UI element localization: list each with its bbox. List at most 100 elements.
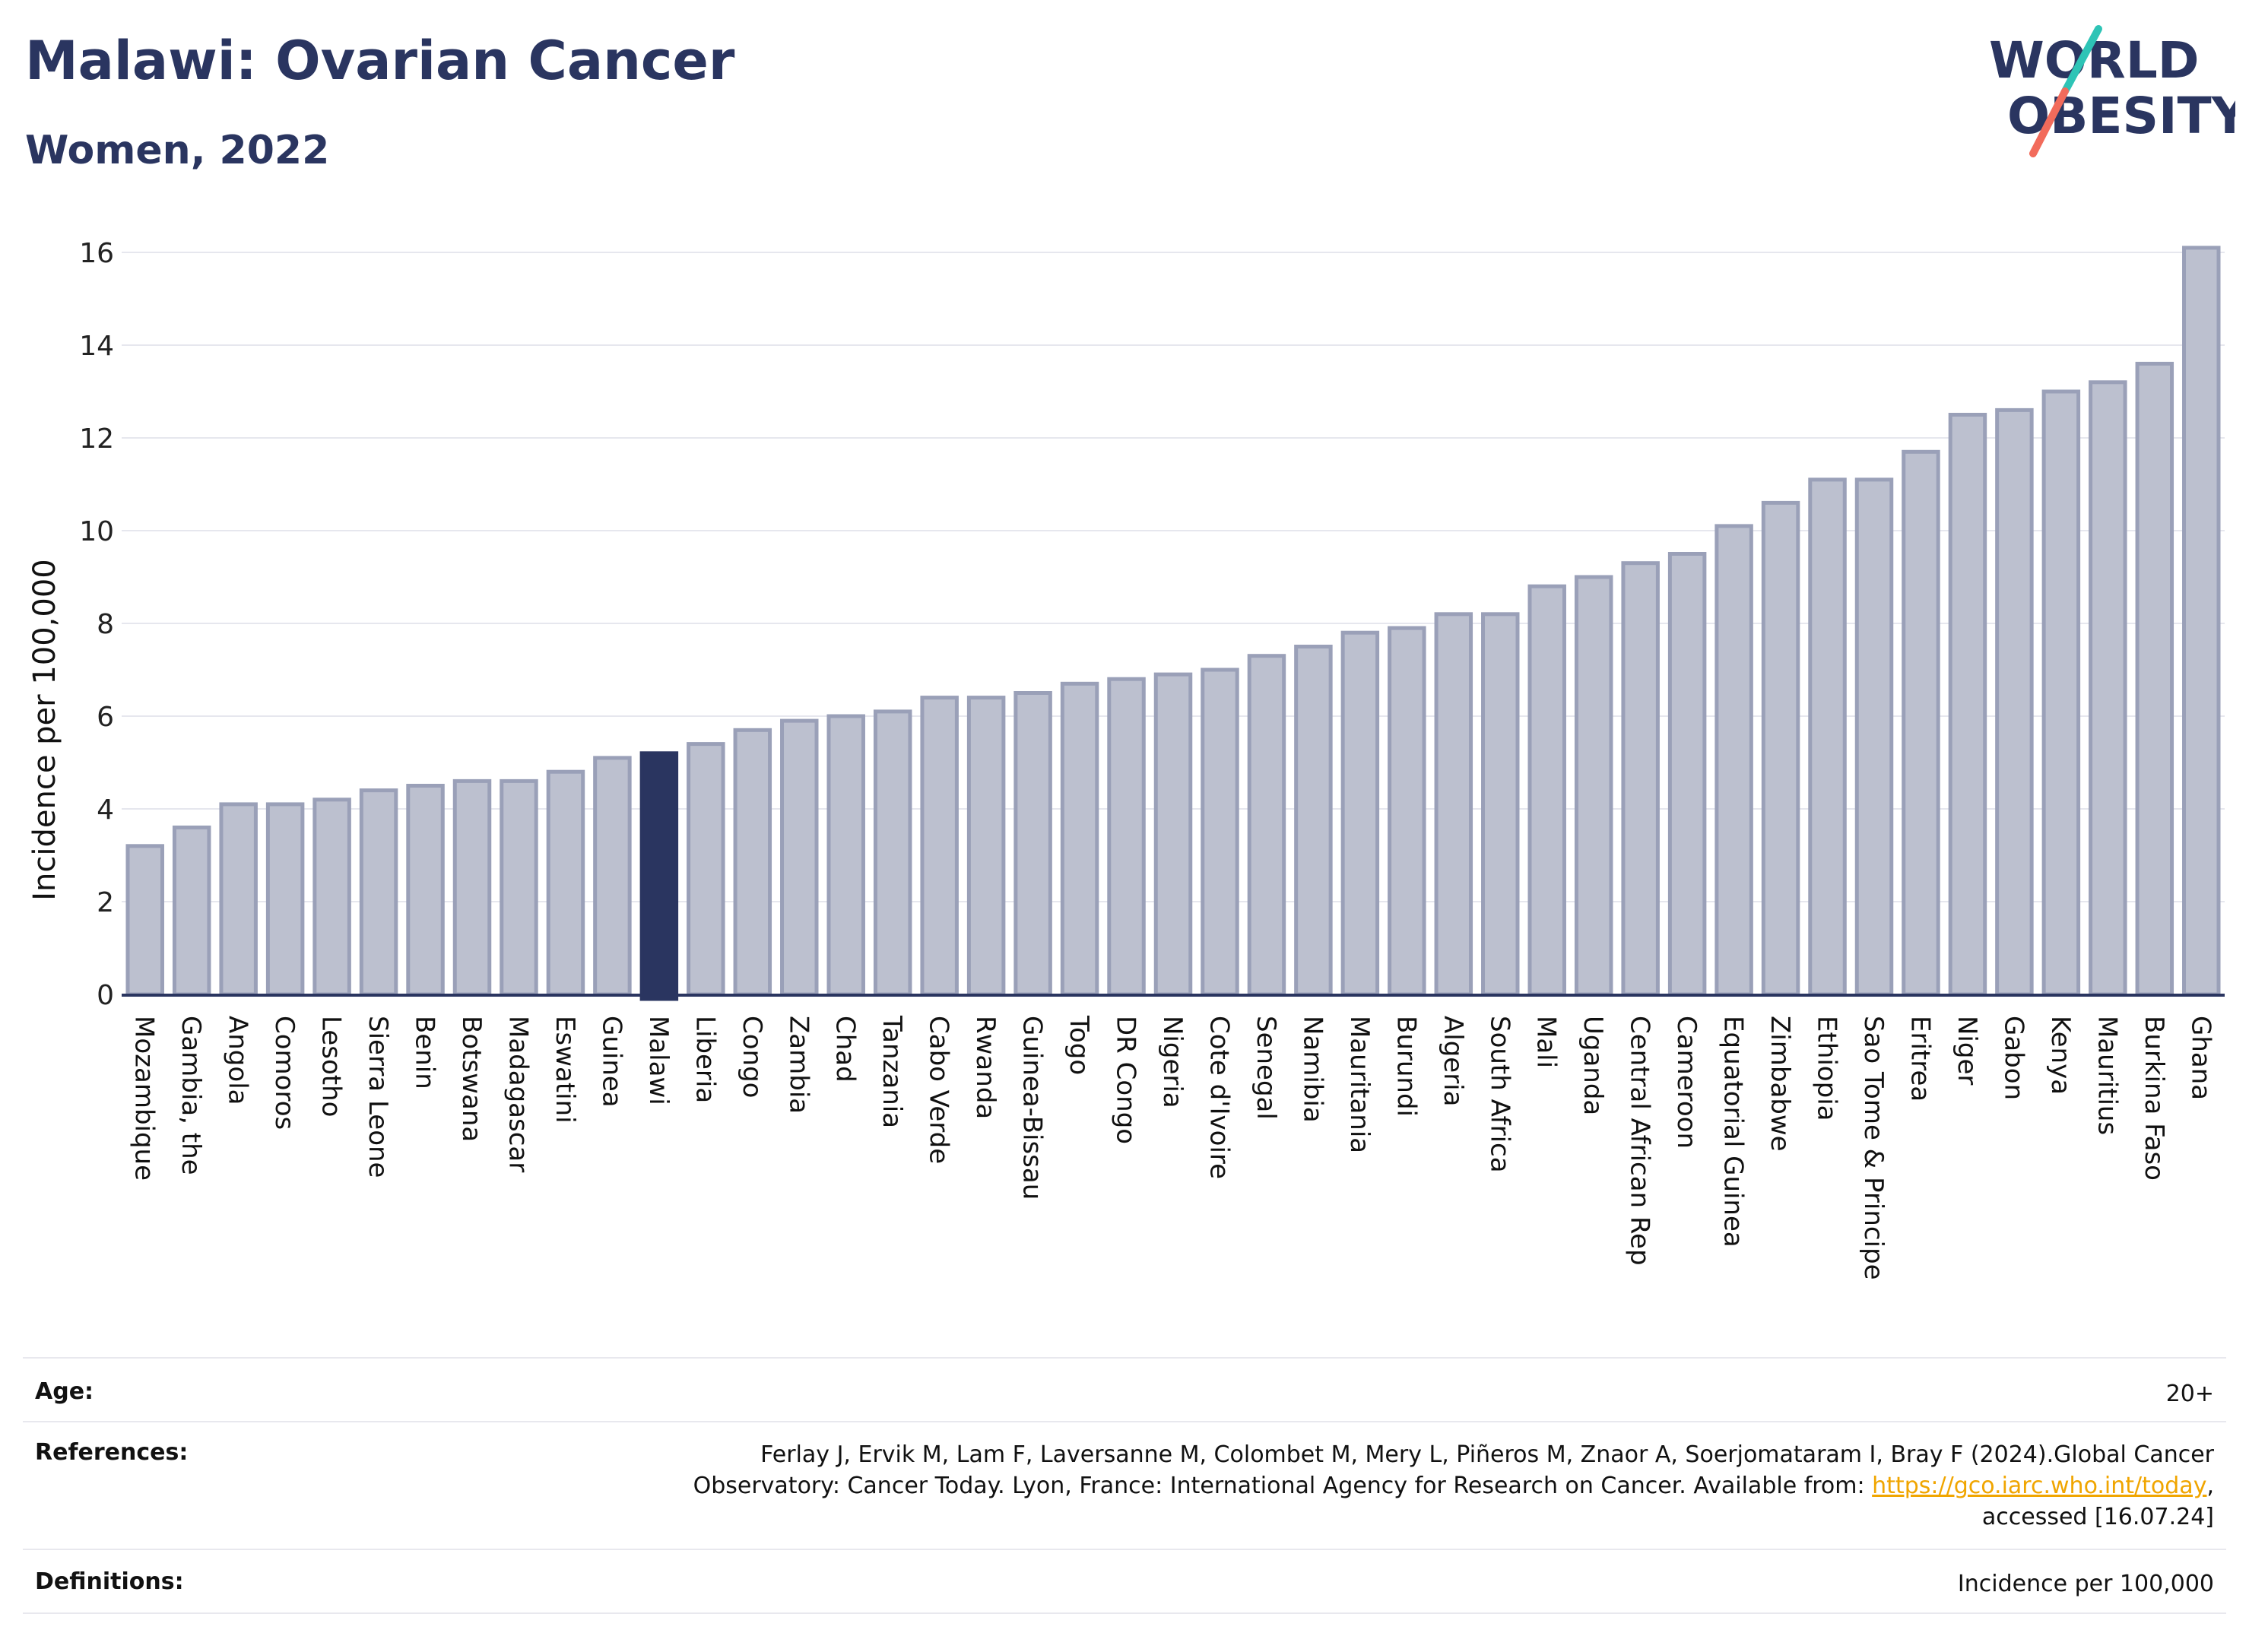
bar-ghana: [2182, 246, 2221, 997]
bar-mali: [1527, 584, 1566, 997]
references-line-2-tail: ,: [2206, 1473, 2214, 1499]
divider: [23, 1421, 2226, 1422]
bar-sierra-leone: [359, 788, 398, 997]
x-tick-label: Burkina Faso: [2139, 1016, 2169, 1181]
divider: [23, 1612, 2226, 1614]
divider: [23, 1549, 2226, 1550]
bar-benin: [406, 784, 445, 997]
bar-dr-congo: [1107, 677, 1146, 997]
x-tick-label: Mali: [1531, 1016, 1562, 1068]
x-tick-label: Equatorial Guinea: [1718, 1016, 1749, 1248]
bar-niger: [1948, 413, 1987, 997]
bar-liberia: [687, 742, 725, 997]
x-tick-label: Senegal: [1251, 1016, 1281, 1120]
references-line-2-text: Observatory: Cancer Today. Lyon, France:…: [693, 1473, 1873, 1499]
x-tick-label: Chad: [830, 1016, 861, 1083]
bar-cote-d-ivoire: [1201, 667, 1239, 997]
bar-nigeria: [1153, 672, 1193, 997]
x-tick-label: Lesotho: [316, 1016, 347, 1117]
references-link[interactable]: https://gco.iarc.who.int/today: [1872, 1473, 2207, 1499]
chart-subtitle: Women, 2022: [25, 128, 330, 173]
bar-lesotho: [312, 797, 351, 997]
bar-mozambique: [125, 844, 164, 997]
x-tick-label: Comoros: [269, 1016, 300, 1130]
references-value: Ferlay J, Ervik M, Lam F, Laversanne M, …: [693, 1439, 2214, 1533]
x-tick-label: Malawi: [643, 1016, 674, 1105]
x-tick-label: Namibia: [1297, 1016, 1328, 1123]
bar-south-africa: [1481, 612, 1520, 997]
x-tick-label: Guinea-Bissau: [1017, 1016, 1048, 1200]
bar-gabon: [1995, 407, 2034, 997]
x-tick-label: Congo: [737, 1016, 767, 1098]
y-tick-label: 8: [97, 609, 114, 640]
bar-cameroon: [1667, 552, 1707, 997]
bar-central-african-rep: [1621, 561, 1660, 997]
x-tick-label: Cabo Verde: [924, 1016, 954, 1164]
references-line-1: Ferlay J, Ervik M, Lam F, Laversanne M, …: [760, 1441, 2214, 1468]
bar-burkina-faso: [2135, 361, 2174, 997]
metadata-table: Age: 20+ References: Ferlay J, Ervik M, …: [23, 1357, 2226, 1616]
x-tick-label: South Africa: [1484, 1016, 1515, 1173]
x-tick-label: Cameroon: [1671, 1016, 1702, 1149]
x-tick-label: Tanzania: [877, 1015, 907, 1128]
y-tick-label: 2: [97, 887, 114, 918]
x-tick-label: DR Congo: [1111, 1016, 1141, 1144]
bar-equatorial-guinea: [1715, 524, 1753, 997]
bar-botswana: [452, 778, 492, 997]
y-axis-ticks: 0 2 4 6 8 10 12 14 16: [79, 238, 114, 1011]
x-tick-label: Zambia: [783, 1016, 814, 1114]
bar-eswatini: [546, 769, 585, 997]
age-value: 20+: [2165, 1381, 2214, 1407]
bar-uganda: [1574, 575, 1613, 997]
x-tick-label: Liberia: [690, 1016, 720, 1103]
x-tick-label: Nigeria: [1157, 1016, 1188, 1108]
x-tick-label: Madagascar: [503, 1016, 533, 1172]
divider: [23, 1357, 2226, 1359]
x-tick-label: Eritrea: [1905, 1016, 1935, 1102]
bar-algeria: [1434, 612, 1473, 997]
bar-guinea: [593, 756, 632, 997]
age-label: Age:: [35, 1378, 94, 1405]
x-tick-label: Kenya: [2045, 1016, 2076, 1095]
x-tick-label: Ethiopia: [1812, 1016, 1842, 1121]
bar-eritrea: [1902, 449, 1940, 997]
world-obesity-logo: WORLD OBESITY: [1989, 25, 2235, 157]
y-tick-label: 6: [97, 702, 114, 733]
bar-mauritius: [2089, 380, 2127, 997]
definitions-label: Definitions:: [35, 1568, 184, 1595]
bar-madagascar: [500, 778, 538, 997]
y-tick-label: 0: [97, 980, 114, 1011]
bar-malawi: [639, 751, 679, 1001]
bar-kenya: [2041, 389, 2081, 997]
bar-zimbabwe: [1761, 500, 1800, 997]
x-tick-label: Niger: [1952, 1016, 1982, 1085]
x-tick-label: Zimbabwe: [1765, 1016, 1795, 1152]
bar-senegal: [1247, 654, 1286, 997]
x-tick-label: Togo: [1064, 1015, 1094, 1075]
bar-chad: [826, 714, 865, 997]
bar-rwanda: [966, 696, 1006, 997]
y-tick-label: 4: [97, 794, 114, 826]
x-tick-label: Angola: [223, 1016, 253, 1105]
logo-slash-coral: [2029, 87, 2069, 157]
bar-mauritania: [1340, 630, 1380, 997]
x-tick-label: Sao Tome & Principe: [1858, 1016, 1889, 1280]
x-tick-label: Rwanda: [970, 1016, 1001, 1119]
x-tick-label: Cote d'Ivoire: [1204, 1016, 1234, 1179]
x-tick-label: Burundi: [1391, 1016, 1421, 1117]
bar-angola: [219, 802, 258, 997]
bar-sao-tome-principe: [1854, 477, 1894, 997]
x-tick-label: Botswana: [456, 1016, 487, 1142]
bar-chart: 0 2 4 6 8 10 12 14 16 Mozambique Gambia, the Angol…: [27, 238, 2225, 1280]
bar-gambia-the: [172, 825, 211, 997]
x-tick-label: Mauritania: [1344, 1016, 1375, 1153]
logo-slash-teal: [2061, 25, 2102, 95]
x-tick-label: Benin: [410, 1016, 440, 1089]
x-tick-label: Sierra Leone: [363, 1016, 393, 1178]
chart-title: Malawi: Ovarian Cancer: [25, 30, 735, 92]
x-tick-label: Eswatini: [550, 1016, 580, 1124]
x-tick-label: Mauritius: [2092, 1016, 2122, 1135]
bar-cabo-verde: [920, 696, 959, 997]
bar-tanzania: [873, 709, 912, 997]
bar-congo: [733, 728, 772, 997]
